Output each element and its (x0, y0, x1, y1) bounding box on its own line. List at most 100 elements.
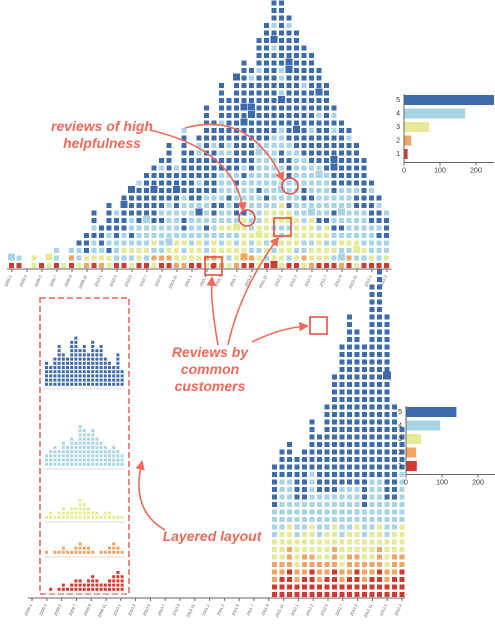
histogram-cell (241, 90, 247, 96)
layer-cell (74, 353, 78, 357)
histogram-cell (121, 210, 127, 216)
layered-cell (377, 457, 382, 462)
layer-cell (53, 515, 57, 519)
histogram-cell (376, 225, 382, 231)
histogram-cell (279, 255, 284, 261)
histogram-cell (226, 210, 232, 216)
histogram-cell (301, 90, 307, 96)
layer-cell (87, 433, 90, 437)
histogram-cell (121, 225, 127, 231)
layer-cell (87, 361, 90, 365)
histogram-cell (256, 60, 262, 66)
histogram-cell (249, 240, 254, 246)
histogram-cell (234, 158, 239, 163)
layered-cell (399, 442, 405, 447)
layer-cell (108, 366, 111, 369)
histogram-cell (264, 120, 269, 126)
layer-cell (95, 370, 99, 374)
layered-cell (332, 404, 337, 410)
histogram-cell (129, 210, 134, 216)
histogram-cell (211, 180, 217, 186)
histogram-cell (309, 128, 314, 133)
histogram-cell (189, 225, 194, 231)
histogram-cell (151, 195, 157, 201)
histogram-cell (249, 98, 254, 103)
layer-cell (70, 462, 74, 466)
layered-cell (287, 554, 292, 560)
bar-category-label: 4 (396, 111, 400, 118)
histogram-cell (324, 128, 329, 133)
histogram-cell (84, 255, 89, 261)
layered-cell (294, 517, 300, 522)
layered-cell (294, 592, 300, 597)
layered-cell (272, 547, 277, 552)
bar-category-label: 4 (398, 423, 402, 430)
layered-cell (287, 517, 292, 522)
layer-cell (66, 357, 69, 361)
layer-cell (61, 374, 65, 378)
layered-cell (347, 322, 352, 327)
layered-cell (377, 449, 382, 455)
layered-cell (369, 412, 375, 417)
bar-category-label: 2 (396, 138, 400, 145)
histogram-cell (159, 248, 164, 253)
histogram-cell (384, 225, 389, 231)
layer-cell (120, 462, 124, 466)
bar-category-label: 3 (396, 124, 400, 131)
layer-cell (103, 583, 107, 587)
layered-cell (369, 307, 375, 312)
layered-cell (369, 352, 375, 357)
layered-cell (317, 494, 322, 500)
layered-cell (392, 404, 397, 410)
layered-cell (287, 509, 292, 515)
layered-cell (384, 472, 390, 477)
layered-cell (354, 344, 360, 350)
layer-cell (70, 507, 74, 511)
layer-cell (108, 458, 111, 462)
layer-cell (112, 462, 116, 466)
histogram-cell (286, 30, 292, 36)
histogram-cell (324, 225, 329, 231)
histogram-cell (166, 248, 172, 253)
layered-cell (317, 524, 322, 530)
histogram-cell (234, 255, 239, 261)
layer-cell (57, 458, 61, 462)
histogram-cell (129, 233, 134, 238)
histogram-cell (189, 150, 194, 156)
histogram-cell (76, 255, 82, 261)
histogram-cell (331, 218, 337, 223)
histogram-cell (271, 195, 277, 201)
histogram-cell (286, 158, 292, 163)
layer-cell (74, 454, 78, 458)
histogram-cell (99, 255, 104, 261)
histogram-cell (279, 90, 284, 96)
histogram-cell (84, 233, 89, 238)
layered-cell (287, 494, 292, 500)
layered-cell (354, 487, 360, 492)
histogram-cell (264, 38, 269, 43)
layered-cell (377, 494, 382, 500)
layered-cell (339, 404, 345, 410)
histogram-cell (346, 165, 352, 171)
layer-cell (108, 515, 111, 519)
layered-cell (339, 509, 345, 515)
layered-cell (399, 592, 405, 597)
layer-cell (91, 340, 95, 344)
histogram-cell (331, 143, 337, 148)
layered-cell (332, 479, 337, 485)
histogram-cell (159, 158, 164, 163)
histogram-cell (211, 218, 217, 223)
histogram-cell (271, 188, 277, 193)
histogram-cell (354, 158, 359, 163)
histogram-cell (121, 240, 127, 246)
layered-cell (332, 554, 337, 560)
histogram-cell (241, 60, 247, 66)
layered-cell (369, 569, 375, 575)
histogram-cell (226, 218, 232, 223)
layered-cell (377, 382, 382, 387)
histogram-cell (189, 255, 194, 261)
histogram-cell (301, 255, 307, 261)
top-stacked-histogram: 2009.1 2009.3 2009.5 2009.7 2009.9 2009.11 201… (3, 0, 392, 289)
top-x-tick-label: 2010.1 (93, 274, 103, 288)
histogram-cell (324, 83, 329, 88)
